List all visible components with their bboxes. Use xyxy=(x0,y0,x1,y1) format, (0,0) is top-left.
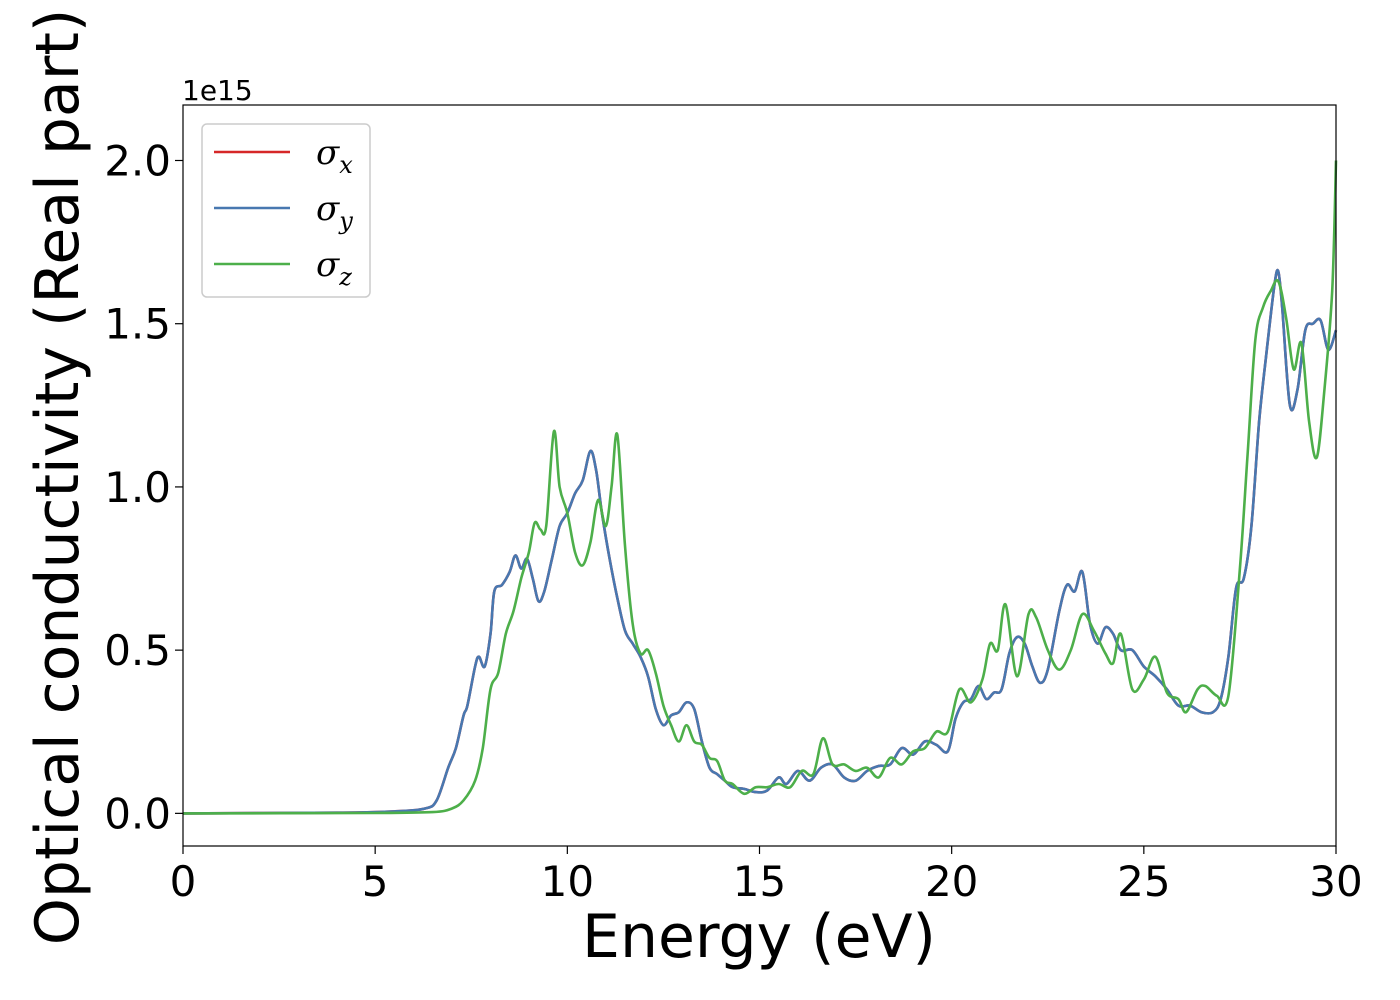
plot-area xyxy=(183,105,1336,846)
x-axis-ticks: 0 5 10 15 20 25 30 xyxy=(170,846,1363,906)
x-tick-label: 0 xyxy=(170,857,197,906)
y-tick-label: 0.5 xyxy=(104,626,171,675)
x-tick-label: 30 xyxy=(1309,857,1362,906)
x-tick-label: 25 xyxy=(1117,857,1170,906)
x-tick-label: 20 xyxy=(925,857,978,906)
series-line-z xyxy=(182,160,1338,815)
y-tick-label: 1.5 xyxy=(104,300,171,349)
y-offset-label: 1e15 xyxy=(182,74,253,107)
x-tick-label: 10 xyxy=(541,857,594,906)
x-axis-title: Energy (eV) xyxy=(582,902,936,972)
legend-label-x: σx xyxy=(316,133,353,179)
x-tick-label: 15 xyxy=(733,857,786,906)
legend-label-z: σz xyxy=(316,245,352,291)
legend-label-y: σy xyxy=(316,189,353,235)
x-tick-label: 5 xyxy=(362,857,389,906)
y-axis-ticks: 0.0 0.5 1.0 1.5 2.0 xyxy=(104,136,183,838)
series-line-y xyxy=(182,268,1338,815)
y-tick-label: 0.0 xyxy=(104,789,171,838)
y-tick-label: 2.0 xyxy=(104,136,171,185)
series-lines xyxy=(182,160,1338,815)
y-axis-title: Optical conductivity (Real part) xyxy=(23,9,93,946)
legend: σx σy σz xyxy=(201,123,371,298)
legend-box xyxy=(201,123,371,298)
y-tick-label: 1.0 xyxy=(104,463,171,512)
